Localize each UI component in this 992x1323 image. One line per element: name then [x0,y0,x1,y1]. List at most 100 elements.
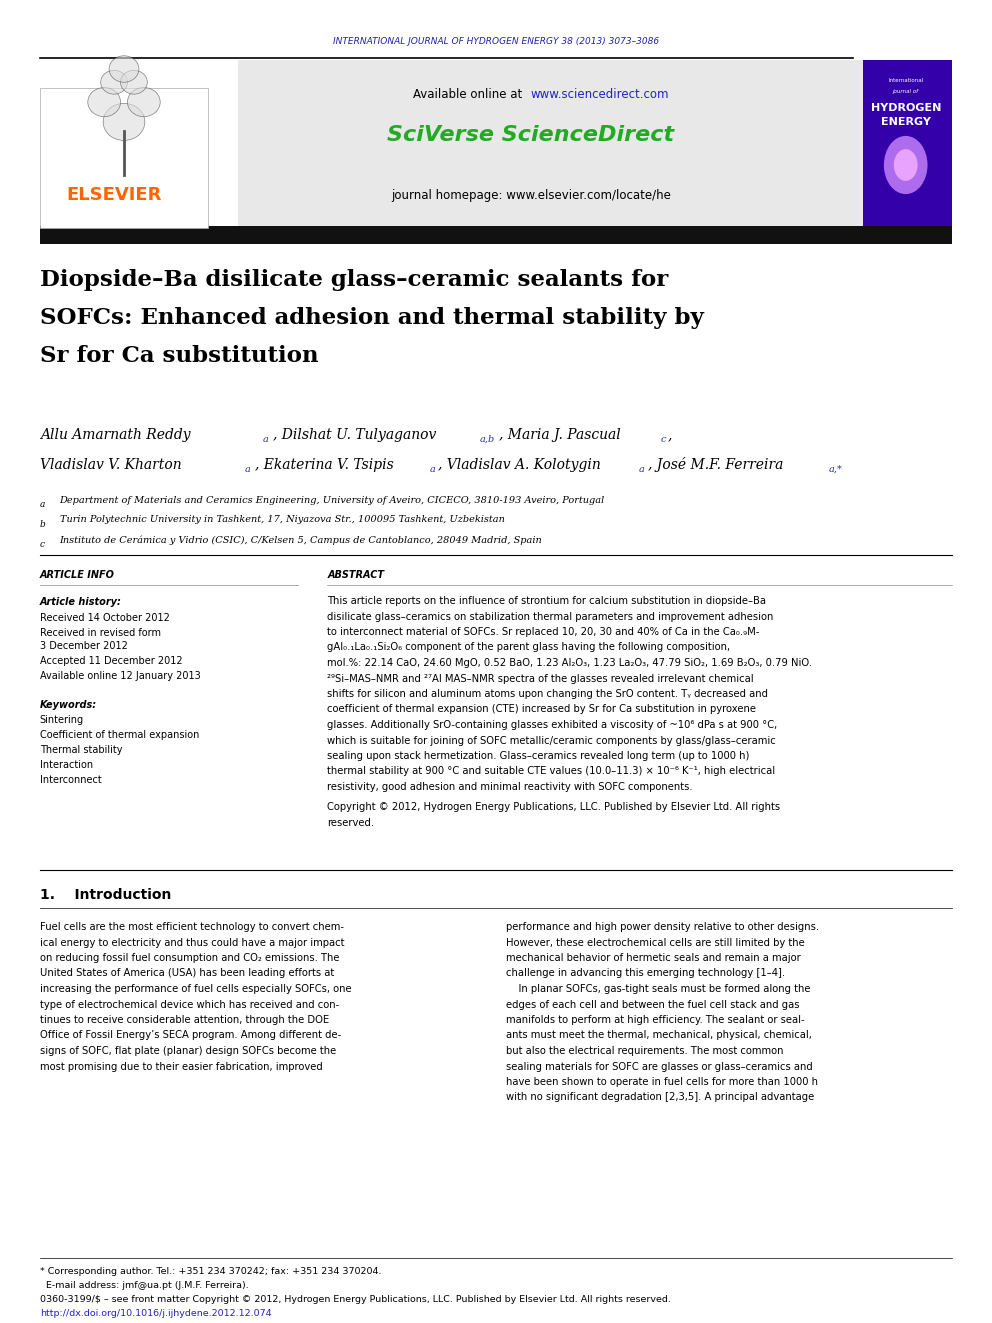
Text: ²⁹Si–MAS–NMR and ²⁷Al MAS–NMR spectra of the glasses revealed irrelevant chemica: ²⁹Si–MAS–NMR and ²⁷Al MAS–NMR spectra of… [327,673,754,684]
Circle shape [884,136,928,194]
Text: resistivity, good adhesion and minimal reactivity with SOFC components.: resistivity, good adhesion and minimal r… [327,782,693,792]
Text: 0360-3199/$ – see front matter Copyright © 2012, Hydrogen Energy Publications, L: 0360-3199/$ – see front matter Copyright… [40,1295,671,1304]
Text: to interconnect material of SOFCs. Sr replaced 10, 20, 30 and 40% of Ca in the C: to interconnect material of SOFCs. Sr re… [327,627,760,636]
Text: This article reports on the influence of strontium for calcium substitution in d: This article reports on the influence of… [327,595,767,606]
Text: edges of each cell and between the fuel cell stack and gas: edges of each cell and between the fuel … [506,999,800,1009]
Text: ical energy to electricity and thus could have a major impact: ical energy to electricity and thus coul… [40,938,344,947]
Text: 3 December 2012: 3 December 2012 [40,642,128,651]
Text: Vladislav V. Kharton: Vladislav V. Kharton [40,458,182,472]
Text: Turin Polytechnic University in Tashkent, 17, Niyazova Str., 100095 Tashkent, Uz: Turin Polytechnic University in Tashkent… [60,516,504,524]
Text: , Vladislav A. Kolotygin: , Vladislav A. Kolotygin [438,458,601,472]
Text: challenge in advancing this emerging technology [1–4].: challenge in advancing this emerging tec… [506,968,785,979]
Text: ARTICLE INFO: ARTICLE INFO [40,570,114,579]
Text: a: a [40,500,45,509]
Text: Coefficient of thermal expansion: Coefficient of thermal expansion [40,730,199,740]
Text: ELSEVIER: ELSEVIER [66,187,162,204]
Text: journal of: journal of [893,90,919,94]
Text: ENERGY: ENERGY [881,116,930,127]
Text: Interconnect: Interconnect [40,775,101,785]
Text: increasing the performance of fuel cells especially SOFCs, one: increasing the performance of fuel cells… [40,984,351,994]
Text: 1.    Introduction: 1. Introduction [40,888,171,902]
Text: ABSTRACT: ABSTRACT [327,570,384,579]
FancyBboxPatch shape [40,89,208,228]
Text: manifolds to perform at high efficiency. The sealant or seal-: manifolds to perform at high efficiency.… [506,1015,805,1025]
Text: journal homepage: www.elsevier.com/locate/he: journal homepage: www.elsevier.com/locat… [391,188,671,201]
Text: which is suitable for joining of SOFC metallic/ceramic components by glass/glass: which is suitable for joining of SOFC me… [327,736,776,745]
Text: c: c [661,435,667,445]
Text: Available online 12 January 2013: Available online 12 January 2013 [40,671,200,681]
Text: Instituto de Cerámica y Vidrio (CSIC), C/Kelsen 5, Campus de Cantoblanco, 28049 : Instituto de Cerámica y Vidrio (CSIC), C… [60,536,543,545]
Text: In planar SOFCs, gas-tight seals must be formed along the: In planar SOFCs, gas-tight seals must be… [506,984,810,994]
Text: type of electrochemical device which has received and con-: type of electrochemical device which has… [40,999,339,1009]
FancyBboxPatch shape [40,226,952,243]
Text: sealing upon stack hermetization. Glass–ceramics revealed long term (up to 1000 : sealing upon stack hermetization. Glass–… [327,751,750,761]
Text: glasses. Additionally SrO-containing glasses exhibited a viscosity of ~10⁶ dPa s: glasses. Additionally SrO-containing gla… [327,720,778,730]
Ellipse shape [127,87,161,116]
Text: performance and high power density relative to other designs.: performance and high power density relat… [506,922,819,931]
Text: reserved.: reserved. [327,818,375,828]
Text: a: a [430,464,435,474]
Text: Sintering: Sintering [40,714,83,725]
Ellipse shape [121,70,148,94]
Text: Fuel cells are the most efficient technology to convert chem-: Fuel cells are the most efficient techno… [40,922,343,931]
Text: INTERNATIONAL JOURNAL OF HYDROGEN ENERGY 38 (2013) 3073–3086: INTERNATIONAL JOURNAL OF HYDROGEN ENERGY… [333,37,659,46]
Text: Article history:: Article history: [40,597,122,607]
Text: a: a [639,464,645,474]
Text: most promising due to their easier fabrication, improved: most promising due to their easier fabri… [40,1061,322,1072]
Text: However, these electrochemical cells are still limited by the: However, these electrochemical cells are… [506,938,805,947]
Text: Diopside–Ba disilicate glass–ceramic sealants for: Diopside–Ba disilicate glass–ceramic sea… [40,269,668,291]
Text: , Ekaterina V. Tsipis: , Ekaterina V. Tsipis [255,458,394,472]
Text: with no significant degradation [2,3,5]. A principal advantage: with no significant degradation [2,3,5].… [506,1093,814,1102]
Text: , Dilshat U. Tulyaganov: , Dilshat U. Tulyaganov [273,429,436,442]
Text: Thermal stability: Thermal stability [40,745,122,755]
Text: a,b: a,b [480,435,495,445]
Text: mechanical behavior of hermetic seals and remain a major: mechanical behavior of hermetic seals an… [506,953,801,963]
Text: Accepted 11 December 2012: Accepted 11 December 2012 [40,656,183,665]
Text: Copyright © 2012, Hydrogen Energy Publications, LLC. Published by Elsevier Ltd. : Copyright © 2012, Hydrogen Energy Public… [327,803,781,812]
Text: tinues to receive considerable attention, through the DOE: tinues to receive considerable attention… [40,1015,328,1025]
Text: , Maria J. Pascual: , Maria J. Pascual [499,429,621,442]
Text: but also the electrical requirements. The most common: but also the electrical requirements. Th… [506,1046,784,1056]
Ellipse shape [103,103,145,140]
Ellipse shape [101,70,127,94]
Text: E-mail address: jmf@ua.pt (J.M.F. Ferreira).: E-mail address: jmf@ua.pt (J.M.F. Ferrei… [40,1282,248,1290]
Text: www.sciencedirect.com: www.sciencedirect.com [531,89,670,102]
Text: Allu Amarnath Reddy: Allu Amarnath Reddy [40,429,190,442]
Text: Sr for Ca substitution: Sr for Ca substitution [40,345,318,366]
Text: http://dx.doi.org/10.1016/j.ijhydene.2012.12.074: http://dx.doi.org/10.1016/j.ijhydene.201… [40,1310,271,1319]
FancyBboxPatch shape [238,60,863,230]
Text: sealing materials for SOFC are glasses or glass–ceramics and: sealing materials for SOFC are glasses o… [506,1061,812,1072]
Ellipse shape [87,87,120,116]
Text: , José M.F. Ferreira: , José M.F. Ferreira [648,458,783,472]
Text: on reducing fossil fuel consumption and CO₂ emissions. The: on reducing fossil fuel consumption and … [40,953,339,963]
Text: mol.%: 22.14 CaO, 24.60 MgO, 0.52 BaO, 1.23 Al₂O₃, 1.23 La₂O₃, 47.79 SiO₂, 1.69 : mol.%: 22.14 CaO, 24.60 MgO, 0.52 BaO, 1… [327,658,812,668]
Text: International: International [888,78,924,82]
Text: coefficient of thermal expansion (CTE) increased by Sr for Ca substitution in py: coefficient of thermal expansion (CTE) i… [327,705,756,714]
Text: a: a [263,435,269,445]
Text: Department of Materials and Ceramics Engineering, University of Aveiro, CICECO, : Department of Materials and Ceramics Eng… [60,496,605,504]
Text: Interaction: Interaction [40,759,93,770]
Circle shape [894,149,918,181]
Text: United States of America (USA) has been leading efforts at: United States of America (USA) has been … [40,968,334,979]
Text: SOFCs: Enhanced adhesion and thermal stability by: SOFCs: Enhanced adhesion and thermal sta… [40,307,703,329]
Text: disilicate glass–ceramics on stabilization thermal parameters and improvement ad: disilicate glass–ceramics on stabilizati… [327,611,774,622]
Text: Received in revised form: Received in revised form [40,628,161,638]
Text: Available online at: Available online at [413,89,526,102]
Text: ants must meet the thermal, mechanical, physical, chemical,: ants must meet the thermal, mechanical, … [506,1031,811,1040]
Text: have been shown to operate in fuel cells for more than 1000 h: have been shown to operate in fuel cells… [506,1077,818,1088]
Text: signs of SOFC, flat plate (planar) design SOFCs become the: signs of SOFC, flat plate (planar) desig… [40,1046,336,1056]
Text: HYDROGEN: HYDROGEN [871,103,940,112]
Text: c: c [40,540,45,549]
Text: ,: , [668,429,672,442]
Text: a,*: a,* [828,464,842,474]
Text: b: b [40,520,46,529]
Text: thermal stability at 900 °C and suitable CTE values (10.0–11.3) × 10⁻⁶ K⁻¹, high: thermal stability at 900 °C and suitable… [327,766,776,777]
Text: Office of Fossil Energy’s SECA program. Among different de-: Office of Fossil Energy’s SECA program. … [40,1031,341,1040]
Text: gAl₀.₁La₀.₁Si₂O₆ component of the parent glass having the following composition,: gAl₀.₁La₀.₁Si₂O₆ component of the parent… [327,643,730,652]
Ellipse shape [109,56,139,82]
Text: shifts for silicon and aluminum atoms upon changing the SrO content. Tᵧ decrease: shifts for silicon and aluminum atoms up… [327,689,769,699]
Text: Received 14 October 2012: Received 14 October 2012 [40,613,170,623]
Text: a: a [245,464,251,474]
Text: SciVerse ScienceDirect: SciVerse ScienceDirect [387,124,675,146]
FancyBboxPatch shape [863,60,952,230]
